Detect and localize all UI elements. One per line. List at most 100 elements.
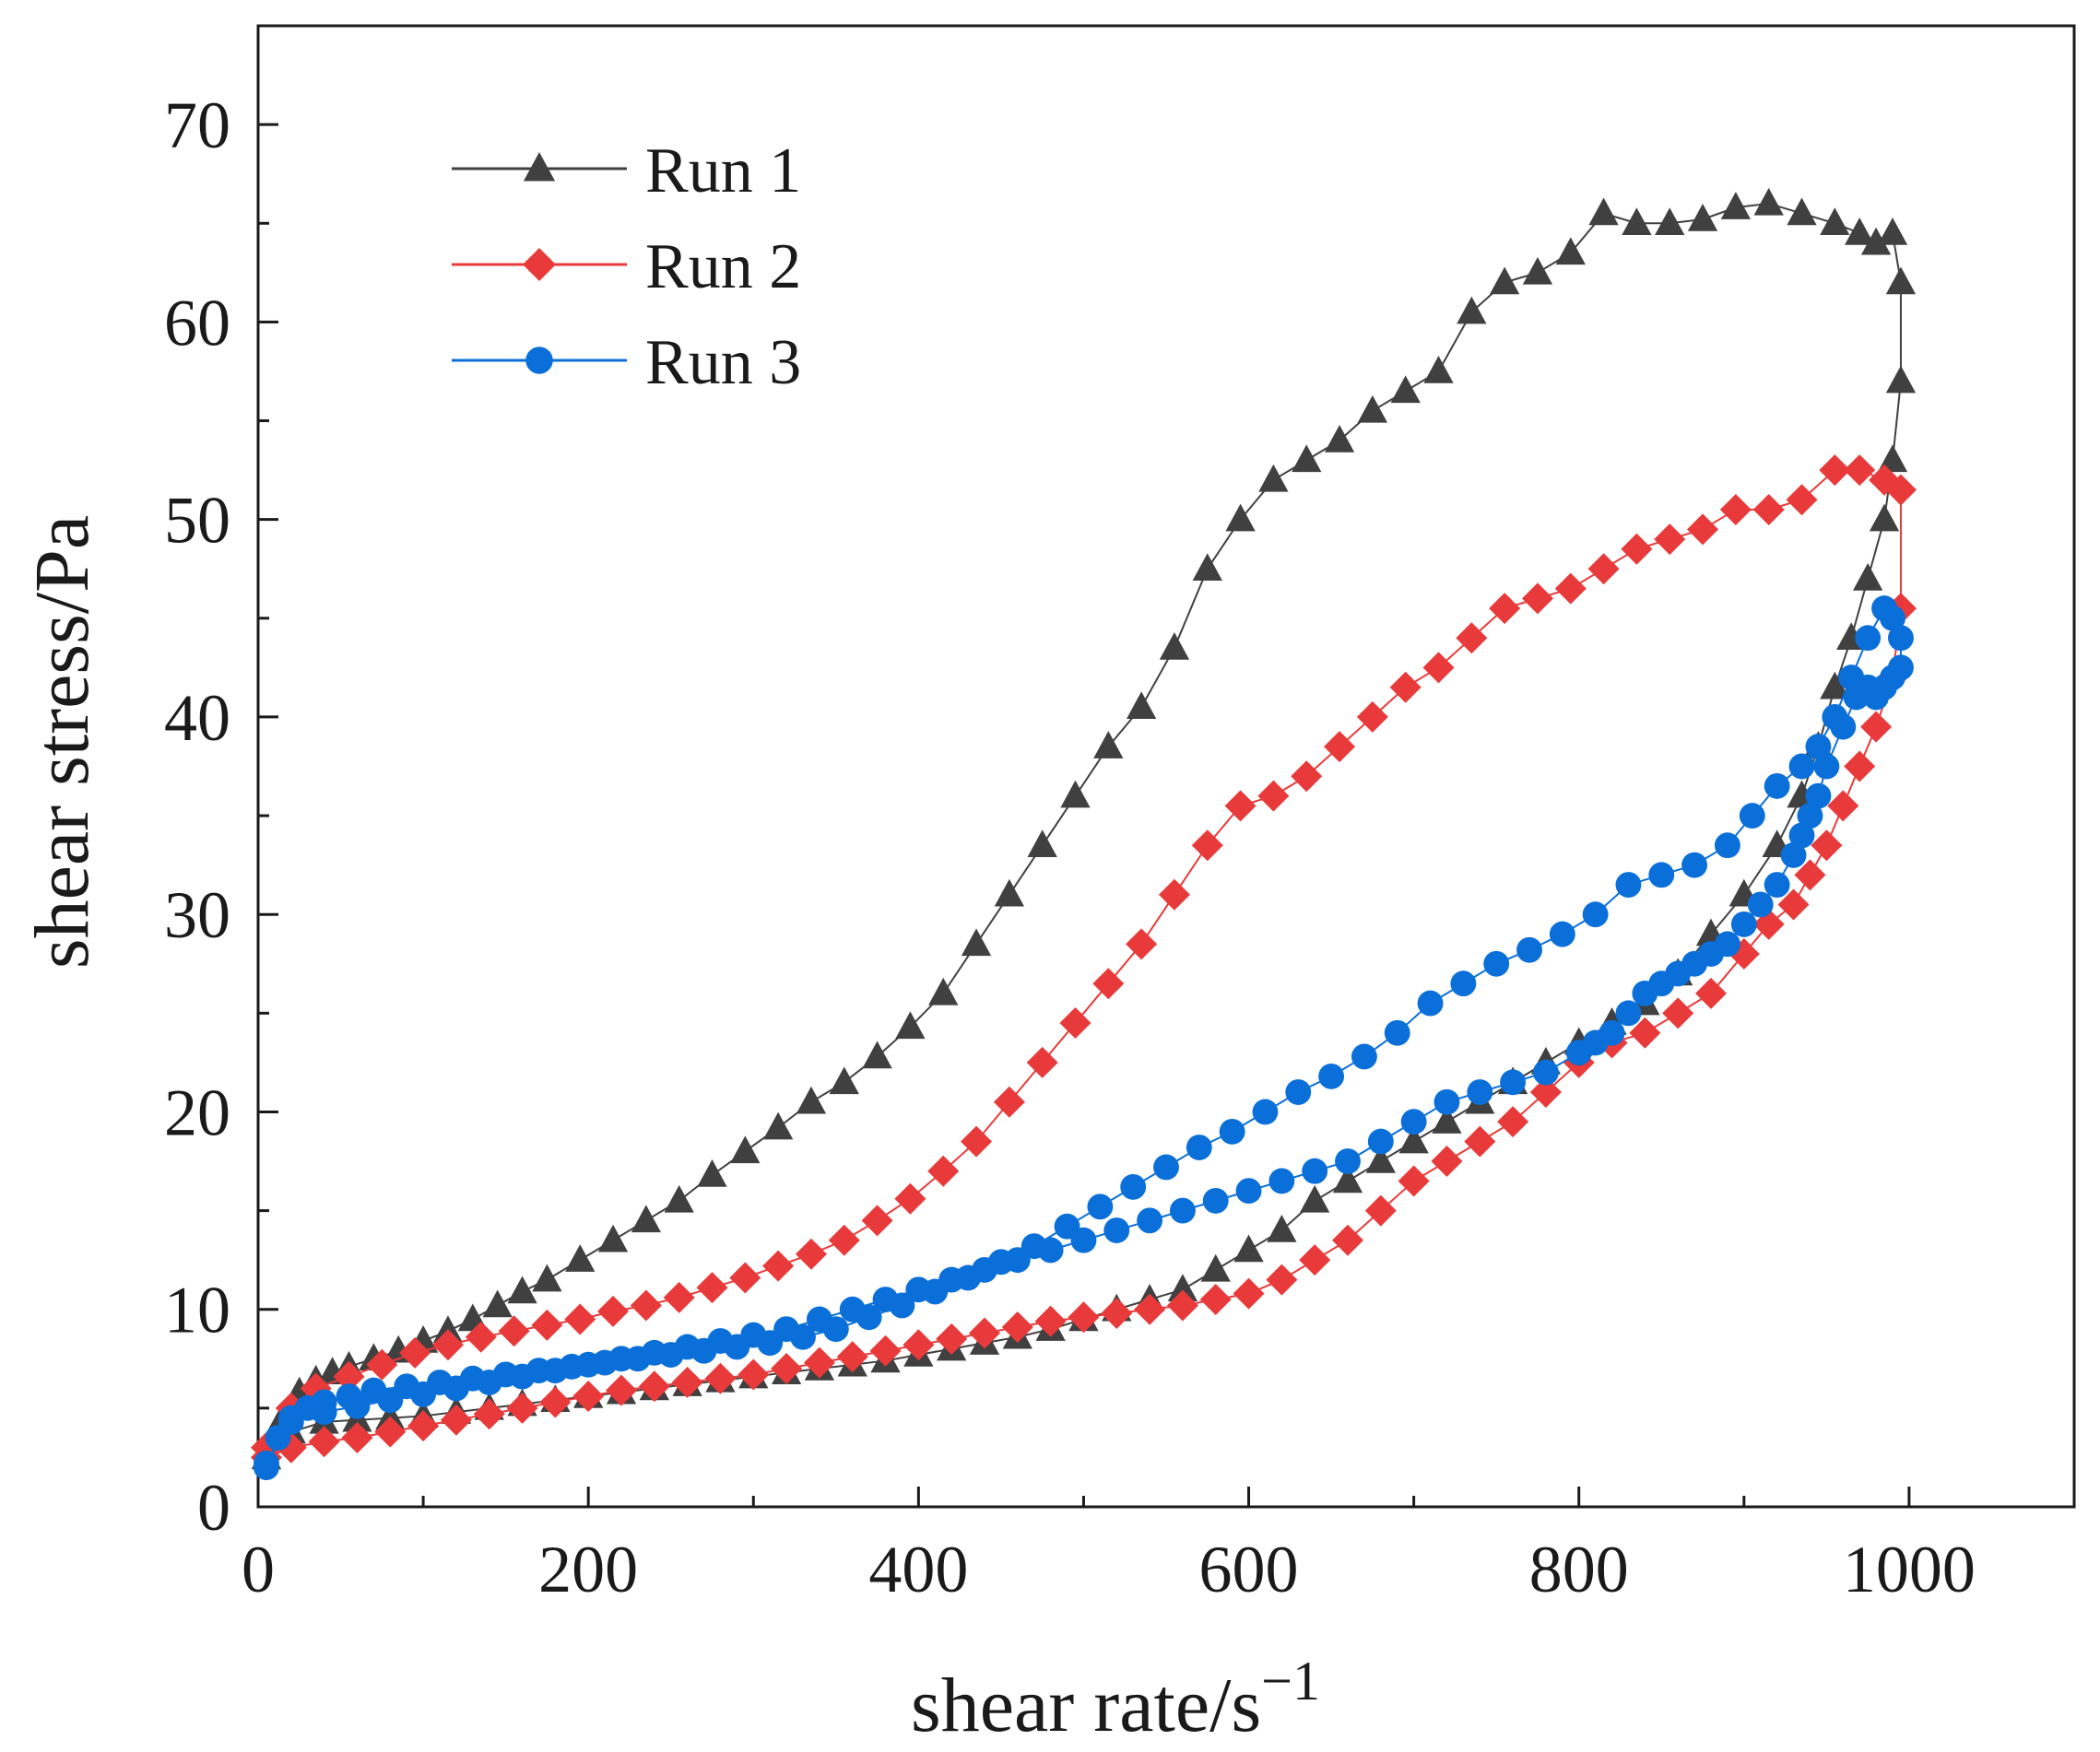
data-point xyxy=(630,1289,662,1322)
data-point xyxy=(1302,1158,1328,1184)
data-point xyxy=(1432,1106,1462,1134)
legend-label: Run 3 xyxy=(645,327,801,398)
data-point xyxy=(341,1422,373,1454)
data-point xyxy=(762,1250,795,1282)
data-point xyxy=(1588,197,1619,226)
data-point xyxy=(928,977,959,1005)
data-point xyxy=(773,1316,800,1343)
data-point xyxy=(1827,790,1859,822)
x-tick-label: 800 xyxy=(1529,1533,1629,1606)
x-axis-title-superscript: −1 xyxy=(1261,1651,1320,1711)
data-point xyxy=(1318,1063,1345,1089)
data-point xyxy=(663,1281,695,1313)
data-point xyxy=(1855,625,1882,652)
data-point xyxy=(1820,671,1850,700)
data-point xyxy=(994,878,1025,907)
data-point xyxy=(1092,968,1125,1000)
data-point xyxy=(1332,1224,1363,1256)
plot-frame xyxy=(256,24,2076,1509)
data-point xyxy=(1422,652,1455,684)
data-point xyxy=(476,1370,502,1395)
data-point xyxy=(1813,753,1840,780)
data-point xyxy=(1200,1253,1231,1282)
data-point xyxy=(1456,622,1488,654)
series-1 xyxy=(251,187,1917,1470)
legend-marker xyxy=(525,347,553,374)
data-point xyxy=(539,1386,572,1418)
data-point xyxy=(608,1346,634,1372)
data-point xyxy=(1777,888,1810,921)
data-point xyxy=(542,1358,569,1384)
data-point xyxy=(1252,1099,1279,1125)
data-point xyxy=(1423,355,1454,383)
data-point xyxy=(1335,1148,1361,1174)
data-point xyxy=(969,1317,1000,1349)
data-point xyxy=(1026,1046,1058,1078)
data-point xyxy=(407,1410,440,1442)
y-tick-label: 0 xyxy=(197,1471,230,1545)
data-point xyxy=(927,1155,960,1187)
data-point xyxy=(1159,631,1190,660)
data-point xyxy=(1621,533,1653,565)
data-point xyxy=(1120,1173,1147,1200)
data-point xyxy=(333,1360,365,1393)
data-point xyxy=(1489,266,1520,295)
data-point xyxy=(1695,977,1727,1009)
legend-marker xyxy=(523,152,556,182)
data-point xyxy=(1483,950,1510,977)
legend-label: Run 2 xyxy=(645,231,801,302)
data-point xyxy=(1158,878,1190,911)
data-point xyxy=(531,1309,563,1341)
data-point xyxy=(1587,553,1620,585)
data-point xyxy=(1549,921,1575,947)
data-point xyxy=(771,1353,803,1385)
data-point xyxy=(431,1329,464,1361)
y-tick-label: 30 xyxy=(164,878,230,952)
data-point xyxy=(1860,227,1892,255)
data-point xyxy=(1037,1237,1064,1264)
data-point xyxy=(1202,1187,1229,1214)
data-point xyxy=(311,1399,337,1426)
data-point xyxy=(1225,503,1256,532)
data-point xyxy=(1300,1184,1330,1213)
y-axis-title: shear stress/Pa xyxy=(19,515,105,969)
data-point xyxy=(597,1224,629,1252)
data-point xyxy=(440,1404,472,1436)
x-axis-title: shear rate/s−1 xyxy=(911,1651,1320,1748)
series-2 xyxy=(250,454,1917,1474)
legend-item: Run 2 xyxy=(452,231,801,302)
data-point xyxy=(861,1205,893,1237)
data-point xyxy=(1390,375,1421,404)
data-point xyxy=(1787,197,1817,226)
data-point xyxy=(1819,454,1851,487)
data-point xyxy=(1292,444,1322,473)
data-point xyxy=(1753,187,1784,216)
data-point xyxy=(1880,605,1905,631)
data-point xyxy=(1169,1197,1196,1224)
data-point xyxy=(1860,711,1893,743)
data-point xyxy=(803,1346,835,1379)
data-point xyxy=(482,1289,513,1318)
data-point xyxy=(1166,1289,1198,1322)
data-point xyxy=(1417,990,1444,1017)
data-point xyxy=(641,1339,667,1366)
data-point xyxy=(1224,790,1256,822)
data-point xyxy=(308,1426,340,1458)
data-point xyxy=(1687,203,1718,231)
data-point xyxy=(1103,1217,1130,1243)
y-tick-label: 60 xyxy=(164,286,230,359)
data-point xyxy=(1830,713,1857,740)
data-point xyxy=(993,1086,1025,1118)
data-point xyxy=(507,1276,537,1304)
data-point xyxy=(1324,731,1356,763)
data-point xyxy=(1629,1017,1661,1049)
data-point xyxy=(1258,464,1289,492)
data-point xyxy=(1266,1264,1298,1296)
data-point xyxy=(1398,1165,1430,1197)
x-axis-ticks: 0 200 400 600 800 1000 xyxy=(242,1487,1976,1606)
data-point xyxy=(1632,980,1658,1006)
data-point xyxy=(1845,217,1875,245)
data-point xyxy=(1522,256,1553,285)
y-tick-label: 50 xyxy=(164,484,230,558)
data-point xyxy=(1267,1215,1297,1242)
